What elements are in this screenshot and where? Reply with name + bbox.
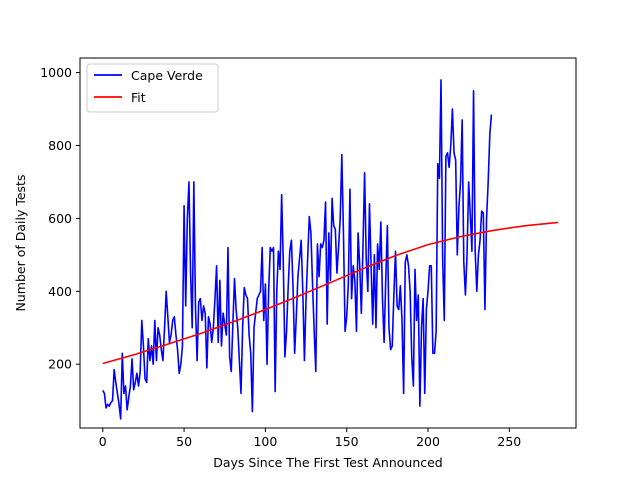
x-axis-label: Days Since The First Test Announced <box>213 455 443 470</box>
series-layer <box>102 79 559 420</box>
x-tick-label: 250 <box>497 434 521 449</box>
y-tick-label: 200 <box>48 357 72 372</box>
y-tick-label: 600 <box>48 211 72 226</box>
x-tick-label: 200 <box>416 434 440 449</box>
legend: Cape Verde Fit <box>86 63 219 113</box>
plot-frame <box>79 57 577 429</box>
legend-box <box>86 63 219 113</box>
y-axis-label: Number of Daily Tests <box>13 175 28 312</box>
y-axis-ticks: 200 400 600 800 1000 <box>40 65 80 372</box>
x-tick-label: 0 <box>99 434 107 449</box>
x-axis-ticks: 0 50 100 150 200 250 <box>99 428 521 449</box>
y-tick-label: 800 <box>48 138 72 153</box>
x-tick-label: 100 <box>253 434 277 449</box>
x-tick-label: 150 <box>335 434 359 449</box>
y-tick-label: 1000 <box>40 65 72 80</box>
legend-label-cape-verde: Cape Verde <box>131 68 203 83</box>
legend-label-fit: Fit <box>131 90 146 105</box>
series-line-fit <box>102 221 559 365</box>
x-tick-label: 50 <box>176 434 192 449</box>
y-tick-label: 400 <box>48 284 72 299</box>
